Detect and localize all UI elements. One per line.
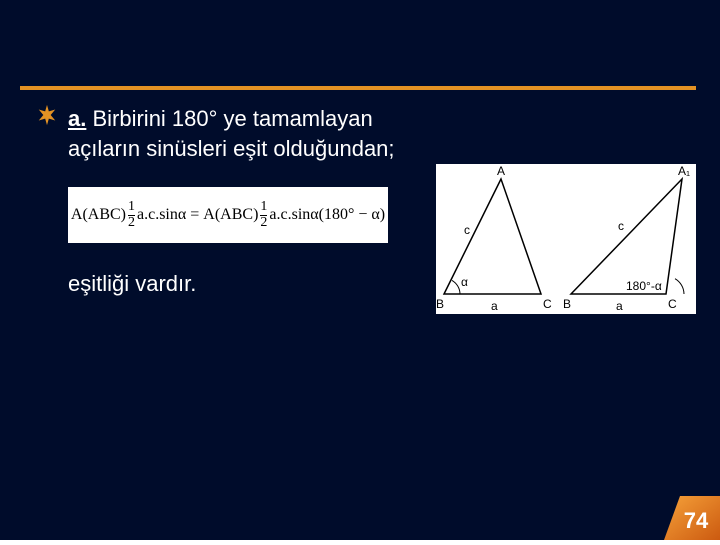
svg-text:a: a xyxy=(491,299,498,313)
slide: a. Birbirini 180° ye tamamlayan açıların… xyxy=(0,0,720,540)
svg-text:c: c xyxy=(464,223,470,237)
bullet-label: a. xyxy=(68,106,86,131)
svg-text:C: C xyxy=(668,297,677,311)
fraction-1: 1 2 xyxy=(128,200,135,230)
star-shape xyxy=(39,105,56,125)
para1-text: Birbirini 180° ye tamamlayan açıların si… xyxy=(68,106,395,161)
frac1-num: 1 xyxy=(128,200,135,215)
formula-rhs: a.c.sinα(180° − α) xyxy=(269,206,385,224)
accent-divider xyxy=(20,86,696,90)
frac2-num: 1 xyxy=(260,200,267,215)
svg-text:180°-α: 180°-α xyxy=(626,279,662,293)
svg-text:B: B xyxy=(436,297,444,311)
frac2-den: 2 xyxy=(260,215,267,231)
svg-text:A₁: A₁ xyxy=(678,164,690,178)
svg-text:B: B xyxy=(563,297,571,311)
formula-box: A(ABC) 1 2 a.c.sinα = A(ABC) 1 2 a.c.sin… xyxy=(68,187,388,243)
fraction-2: 1 2 xyxy=(260,200,267,230)
svg-text:A: A xyxy=(497,164,505,178)
page-number: 74 xyxy=(684,508,709,533)
page-number-badge: 74 xyxy=(664,496,720,540)
svg-text:C: C xyxy=(543,297,552,311)
svg-text:a: a xyxy=(616,299,623,313)
svg-text:c: c xyxy=(618,219,624,233)
formula-mid: a.c.sinα = A(ABC) xyxy=(137,206,258,224)
title-spacer xyxy=(0,0,720,86)
triangles-diagram: αABCac180°-αA₁BCac xyxy=(436,164,696,314)
svg-text:α: α xyxy=(461,275,468,289)
paragraph-1: a. Birbirini 180° ye tamamlayan açıların… xyxy=(68,104,428,163)
frac1-den: 2 xyxy=(128,215,135,231)
diagram-svg: αABCac180°-αA₁BCac xyxy=(436,164,696,314)
bullet-star-icon xyxy=(36,104,58,131)
formula-lhs: A(ABC) xyxy=(71,206,126,224)
